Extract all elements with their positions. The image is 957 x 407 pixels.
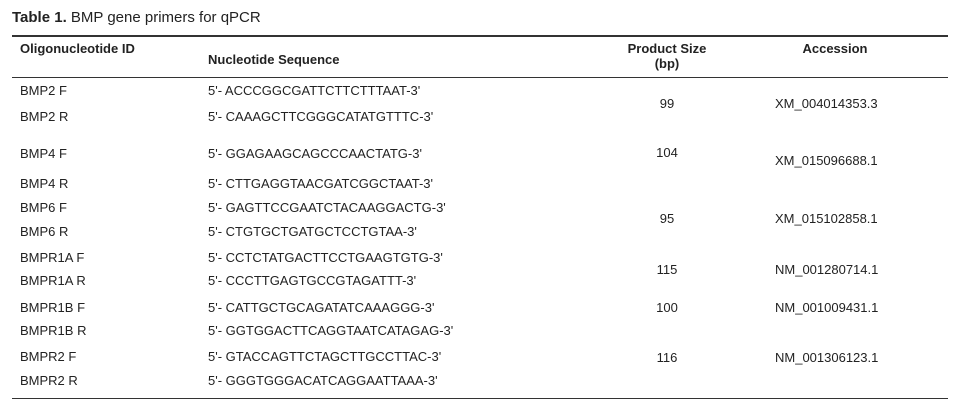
accession: NM_001009431.1 [775,300,879,315]
accession: XM_004014353.3 [775,96,878,111]
primer-sequence: 5'- CTTGAGGTAACGATCGGCTAAT-3' [208,176,434,191]
accession: NM_001280714.1 [775,262,879,277]
primer-id: BMPR1A F [20,250,85,265]
primer-sequence: 5'- GAGTTCCGAATCTACAAGGACTG-3' [208,200,446,215]
top-rule [12,35,948,37]
header-cell: Product Size (bp) [627,41,707,71]
product-size: 100 [656,300,678,315]
primer-id: BMPR1A R [20,273,86,288]
primer-id: BMP4 R [20,176,69,191]
primer-id: BMP6 R [20,224,69,239]
header-rule [12,77,948,78]
primer-id: BMPR2 F [20,349,77,364]
accession: XM_015102858.1 [775,211,878,226]
header-cell: Nucleotide Sequence [208,52,340,67]
header-cell: Accession [802,41,868,56]
primer-id: BMPR1B F [20,300,86,315]
primer-sequence: 5'- GGAGAAGCAGCCCAACTATG-3' [208,146,422,161]
primer-sequence: 5'- GGGTGGGACATCAGGAATTAAA-3' [208,373,438,388]
header-cell: Oligonucleotide ID [20,41,135,56]
product-size: 95 [659,211,675,226]
primer-sequence: 5'- ACCCGGCGATTCTTCTTTAAT-3' [208,83,421,98]
primer-id: BMP2 R [20,109,69,124]
product-size: 115 [656,262,678,277]
primer-id: BMP4 F [20,146,67,161]
primer-id: BMPR2 R [20,373,78,388]
table-title: Table 1. BMP gene primers for qPCR [12,10,261,25]
primer-sequence: 5'- CTGTGCTGATGCTCCTGTAA-3' [208,224,417,239]
primer-sequence: 5'- CAAAGCTTCGGGCATATGTTTC-3' [208,109,434,124]
primer-sequence: 5'- CATTGCTGCAGATATCAAAGGG-3' [208,300,435,315]
product-size: 116 [656,350,678,365]
primer-id: BMP2 F [20,83,67,98]
accession: XM_015096688.1 [775,153,878,168]
primer-sequence: 5'- CCTCTATGACTTCCTGAAGTGTG-3' [208,250,443,265]
table-caption: BMP gene primers for qPCR [70,9,261,26]
primer-id: BMPR1B R [20,323,87,338]
accession: NM_001306123.1 [775,350,879,365]
table-label: Table 1. [12,9,67,26]
bottom-rule [12,398,948,399]
product-size: 104 [656,145,678,160]
primer-sequence: 5'- CCCTTGAGTGCCGTAGATTT-3' [208,273,417,288]
product-size: 99 [659,96,675,111]
primer-id: BMP6 F [20,200,67,215]
primer-sequence: 5'- GTACCAGTTCTAGCTTGCCTTAC-3' [208,349,442,364]
primer-sequence: 5'- GGTGGACTTCAGGTAATCATAGAG-3' [208,323,454,338]
